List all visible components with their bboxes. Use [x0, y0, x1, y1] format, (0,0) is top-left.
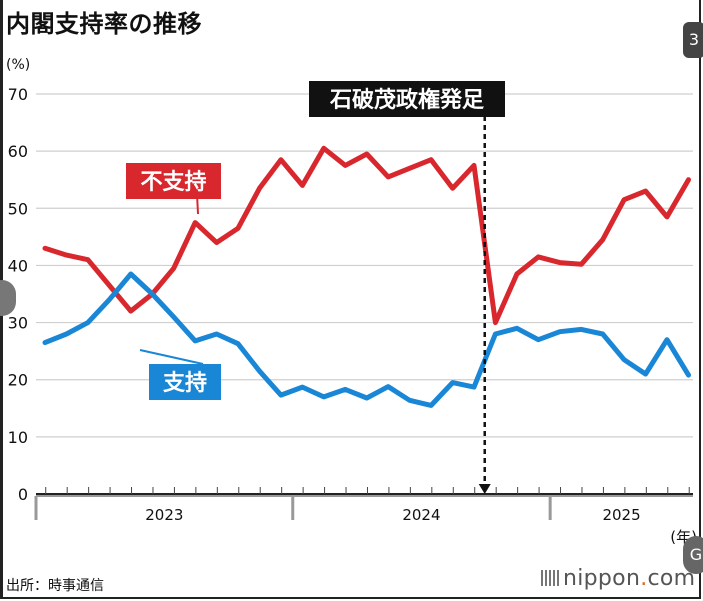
logo-bars-icon [541, 570, 559, 586]
y-tick-label: 10 [8, 428, 28, 447]
series-label: 不支持 [140, 170, 206, 195]
year-label: 2024 [402, 506, 440, 524]
source-note: 出所：時事通信 [6, 578, 104, 594]
series-label: 支持 [163, 371, 207, 396]
year-label: 2025 [602, 506, 640, 524]
side-page-button[interactable]: 3 [683, 22, 703, 58]
nippon-logo: nippon.com [541, 566, 695, 591]
label-pointer [196, 198, 199, 215]
y-tick-label: 40 [8, 256, 28, 275]
chart-title: 内閣支持率の推移 [6, 10, 202, 38]
series-line-approve [42, 271, 691, 408]
annotation-arrowhead [478, 484, 491, 494]
label-pointer [139, 349, 204, 365]
annotation-box [309, 81, 505, 117]
annotation-label: 石破茂政権発足 [329, 87, 484, 113]
prev-slide-button[interactable] [0, 280, 16, 316]
next-slide-button[interactable]: G [683, 536, 703, 574]
series-label-box [149, 364, 221, 400]
y-unit-label: (%) [6, 57, 31, 73]
year-label: 2023 [145, 506, 183, 524]
y-tick-label: 70 [8, 85, 28, 104]
y-tick-label: 0 [18, 485, 28, 504]
y-tick-label: 60 [8, 142, 28, 161]
y-tick-label: 20 [8, 371, 28, 390]
y-tick-label: 50 [8, 199, 28, 218]
series-label-box [126, 163, 221, 199]
y-tick-label: 30 [8, 314, 28, 333]
